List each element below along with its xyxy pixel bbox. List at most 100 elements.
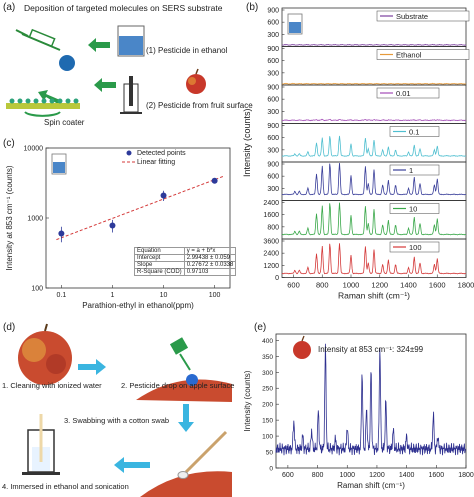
- y-axis-label: Intensity (counts): [242, 108, 252, 177]
- raman-stack-chart: 300 600 900 Substrate 300 600 900 Ethanol 300 600…: [242, 8, 474, 301]
- y-tick-label: 0: [269, 466, 273, 473]
- apple-icon: [293, 341, 311, 359]
- apple-photo: [18, 323, 72, 385]
- y-tick-label: 900: [267, 85, 279, 92]
- panel-e-annotation: Intensity at 853 cm⁻¹: 324±99: [318, 345, 424, 354]
- y-tick-label: 300: [267, 147, 279, 154]
- x-tick-label: 1600: [429, 281, 446, 290]
- y-tick-label: 800: [267, 224, 279, 231]
- x-tick-label: 1800: [458, 281, 474, 290]
- y-tick-label: 900: [267, 123, 279, 130]
- legend-box: [376, 49, 470, 60]
- y-tick-label: 300: [267, 109, 279, 116]
- y-tick-label: 900: [267, 162, 279, 169]
- y-tick-label: 300: [267, 32, 279, 39]
- syringe-icon: [15, 28, 61, 51]
- x-tick-label: 1600: [429, 472, 445, 479]
- y-tick-label: 600: [267, 20, 279, 27]
- legend-box: [389, 241, 440, 253]
- y-tick-label: 300: [267, 186, 279, 193]
- x-tick-label: 1000: [343, 281, 360, 290]
- y-tick-label: 50: [266, 450, 274, 457]
- apple-stem: [301, 335, 305, 342]
- legend-box: [389, 203, 440, 214]
- legend-point-marker: [126, 150, 132, 156]
- x-tick-label: 1000: [339, 472, 355, 479]
- x-tick-label: 1400: [399, 472, 415, 479]
- y-tick-label: 300: [262, 370, 273, 377]
- panel-a-step1: (1) Pesticide in ethanol: [146, 46, 228, 55]
- x-tick-label: 0.1: [57, 292, 67, 299]
- x-tick-label: 800: [312, 472, 324, 479]
- panel-d-tag: (d): [3, 322, 16, 333]
- fit-line: [56, 175, 224, 241]
- beaker-liquid: [53, 162, 65, 173]
- series-line-Substrate: [281, 43, 466, 46]
- x-tick-label: 600: [287, 281, 300, 290]
- series-line-Ethanol: [281, 82, 467, 85]
- subplot-frame: [281, 238, 467, 278]
- series-line-10: [281, 202, 467, 236]
- arrow-icon: [78, 359, 194, 473]
- y-tick-label: 350: [262, 354, 273, 361]
- x-axis-label: Parathion-ethyl in ethanol(ppm): [82, 301, 194, 310]
- panel-a-step2: (2) Pesticide from fruit surface: [146, 101, 253, 110]
- y-tick-label: 10000: [24, 146, 44, 153]
- deposition-schematic: [6, 25, 206, 117]
- droplet-icon: [59, 55, 75, 71]
- y-tick-label: 100: [31, 286, 43, 293]
- y-axis-label: Intensity at 853 cm⁻¹ (counts): [5, 165, 14, 270]
- beaker-icon: [117, 25, 145, 57]
- legend-box: [389, 164, 440, 176]
- legend-label: Ethanol: [396, 51, 422, 60]
- data-point-3: [211, 177, 218, 184]
- y-tick-label: 400: [262, 338, 273, 345]
- panel-d-step1: 1. Cleaning with ionized water: [2, 381, 102, 390]
- series-line-1: [281, 162, 467, 196]
- panel-c-tag: (c): [3, 138, 15, 149]
- y-tick-label: 600: [267, 174, 279, 181]
- x-tick-label: 100: [209, 292, 221, 299]
- x-tick-label: 10: [160, 292, 168, 299]
- y-tick-label: 1600: [263, 212, 279, 219]
- y-tick-label: 200: [262, 402, 273, 409]
- legend-label: 1: [409, 166, 413, 175]
- panel-a-title: Deposition of targeted molecules on SERS…: [24, 3, 223, 13]
- legend-label: 0.1: [409, 128, 419, 137]
- x-tick-label: 1: [111, 292, 115, 299]
- panel-a-spin-coater: Spin coater: [44, 118, 85, 127]
- y-axis-label: Intensity (counts): [243, 370, 252, 431]
- x-axis-label: Raman shift (cm⁻¹): [338, 291, 410, 301]
- y-tick-label: 1200: [263, 263, 279, 270]
- data-point-2: [160, 192, 167, 199]
- legend-box: [376, 10, 470, 22]
- y-tick-label: 2400: [263, 200, 279, 207]
- test-tube-icon: [22, 414, 60, 475]
- beaker-icon: [51, 153, 67, 175]
- y-tick-label: 1000: [27, 216, 43, 223]
- legend-label: 100: [409, 243, 422, 252]
- y-tick-label: 300: [267, 70, 279, 77]
- panel-a-tag: (a): [3, 2, 16, 13]
- panel-d-step3: 3. Swabbing with a cotton swab: [64, 416, 170, 425]
- y-tick-label: 600: [267, 97, 279, 104]
- legend-label: 10: [409, 205, 417, 214]
- x-tick-label: 1200: [369, 472, 385, 479]
- spectrum-line: [275, 343, 467, 456]
- beaker-liquid: [289, 22, 301, 33]
- series-line-0.01: [281, 118, 467, 122]
- calibration-chart: 0.1 1 10 100 100 1000 10000 Parathion-ethyl in …: [5, 146, 231, 310]
- arrow-icon: [38, 38, 116, 104]
- legend-detected-points: Detected points: [137, 150, 186, 157]
- legend-linear-fitting: Linear fitting: [137, 159, 176, 166]
- panel-b-tag: (b): [246, 2, 259, 13]
- data-point-0: [58, 230, 65, 237]
- data-point-1: [109, 222, 116, 229]
- panel-e-tag: (e): [254, 322, 267, 333]
- y-tick-label: 600: [267, 58, 279, 65]
- fit-table: Equation y = a + b*x Intercept 2.99438 ± 0…: [134, 247, 237, 276]
- apple-surface: [136, 337, 232, 402]
- series-line-100: [281, 243, 467, 275]
- y-tick-label: 3600: [263, 239, 279, 246]
- y-tick-label: 2400: [263, 251, 279, 258]
